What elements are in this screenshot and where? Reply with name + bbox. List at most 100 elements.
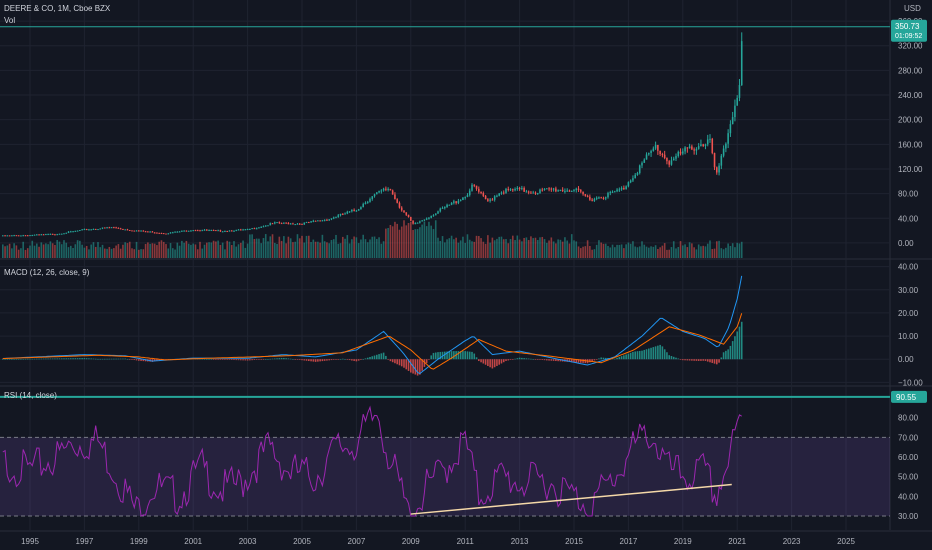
candle-body xyxy=(697,146,700,149)
candle-body xyxy=(602,197,605,199)
candle-body xyxy=(720,155,723,166)
macd-histogram-bar xyxy=(206,359,208,360)
macd-histogram-bar xyxy=(348,359,351,361)
macd-histogram-bar xyxy=(722,352,725,360)
candle-body xyxy=(706,139,709,145)
candle-body xyxy=(448,204,451,206)
volume-bar xyxy=(480,238,482,258)
candle-body xyxy=(679,151,682,154)
volume-bar xyxy=(666,249,668,258)
volume-bar xyxy=(586,240,589,258)
volume-bar xyxy=(419,227,421,258)
volume-bar xyxy=(240,242,242,258)
volume-bar xyxy=(688,242,691,258)
macd-histogram-bar xyxy=(543,359,546,361)
macd-label: MACD (12, 26, close, 9) xyxy=(4,268,90,277)
macd-histogram-bar xyxy=(240,359,242,361)
volume-bar xyxy=(305,235,308,258)
candle-body xyxy=(371,196,374,199)
x-tick-label: 2015 xyxy=(565,537,583,546)
macd-histogram-bar xyxy=(210,359,213,360)
volume-bar xyxy=(602,243,605,258)
candle-body xyxy=(548,188,550,190)
candle-body xyxy=(63,233,65,235)
macd-histogram-bar xyxy=(271,358,274,360)
candle-body xyxy=(582,191,584,195)
candle-body xyxy=(505,188,507,193)
macd-histogram-bar xyxy=(493,359,496,368)
volume-bar xyxy=(675,248,677,258)
candle-body xyxy=(423,219,426,221)
volume-bar xyxy=(24,249,27,258)
candle-body xyxy=(283,222,285,224)
macd-histogram-bar xyxy=(650,347,652,360)
candle-body xyxy=(466,195,469,197)
candle-body xyxy=(704,144,707,147)
volume-bar xyxy=(670,247,673,258)
macd-histogram-bar xyxy=(532,359,534,360)
volume-bar xyxy=(156,245,158,258)
volume-bar xyxy=(539,237,541,258)
macd-histogram-bar xyxy=(507,359,510,361)
volume-bar xyxy=(403,220,405,258)
volume-bar xyxy=(278,236,281,258)
macd-histogram-bar xyxy=(369,356,371,360)
volume-bar xyxy=(174,249,176,258)
candle-body xyxy=(126,229,129,231)
candle-body xyxy=(652,148,655,151)
volume-bar xyxy=(391,226,394,258)
candle-body xyxy=(264,225,267,227)
macd-histogram-bar xyxy=(224,359,226,360)
macd-histogram-bar xyxy=(471,351,473,360)
macd-histogram-bar xyxy=(215,359,217,360)
macd-histogram-bar xyxy=(638,350,641,360)
volume-bar xyxy=(122,244,124,258)
macd-histogram-bar xyxy=(527,358,530,360)
volume-bar xyxy=(339,243,342,258)
volume-bar xyxy=(165,244,167,258)
candle-body xyxy=(654,144,657,149)
candle-body xyxy=(280,223,283,225)
volume-bar xyxy=(135,241,138,258)
candle-body xyxy=(532,192,534,194)
candle-body xyxy=(607,192,609,198)
macd-histogram-bar xyxy=(482,359,485,364)
macd-histogram-bar xyxy=(591,359,593,362)
volume-bar xyxy=(172,248,174,258)
volume-bar xyxy=(2,244,4,258)
macd-histogram-bar xyxy=(2,359,4,360)
macd-histogram-bar xyxy=(684,359,686,361)
candle-body xyxy=(657,144,659,151)
macd-histogram-bar xyxy=(321,359,324,362)
macd-histogram-bar xyxy=(237,359,240,361)
candle-body xyxy=(38,234,40,236)
candle-body xyxy=(85,229,88,231)
volume-bar xyxy=(33,245,36,258)
volume-bar xyxy=(289,238,292,258)
macd-histogram-bar xyxy=(119,358,122,360)
macd-histogram-bar xyxy=(502,359,505,363)
macd-histogram-bar xyxy=(201,358,204,360)
candle-body xyxy=(167,233,170,235)
macd-histogram-bar xyxy=(459,351,462,360)
macd-histogram-bar xyxy=(328,359,330,361)
volume-bar xyxy=(353,236,355,258)
candle-body xyxy=(444,207,446,209)
volume-bar xyxy=(464,242,466,258)
macd-histogram-bar xyxy=(24,358,27,360)
candle-body xyxy=(65,232,68,234)
candle-body xyxy=(618,189,621,191)
volume-bar xyxy=(149,243,151,258)
candle-body xyxy=(117,227,120,229)
macd-histogram-bar xyxy=(475,357,478,360)
macd-histogram-bar xyxy=(604,357,607,360)
macd-histogram-bar xyxy=(106,358,108,360)
volume-bar xyxy=(326,242,328,258)
macd-histogram-bar xyxy=(70,358,72,360)
volume-bar xyxy=(455,237,457,258)
volume-bar xyxy=(552,241,555,258)
volume-bar xyxy=(162,241,165,258)
macd-histogram-bar xyxy=(706,359,709,362)
volume-bar xyxy=(38,246,40,258)
